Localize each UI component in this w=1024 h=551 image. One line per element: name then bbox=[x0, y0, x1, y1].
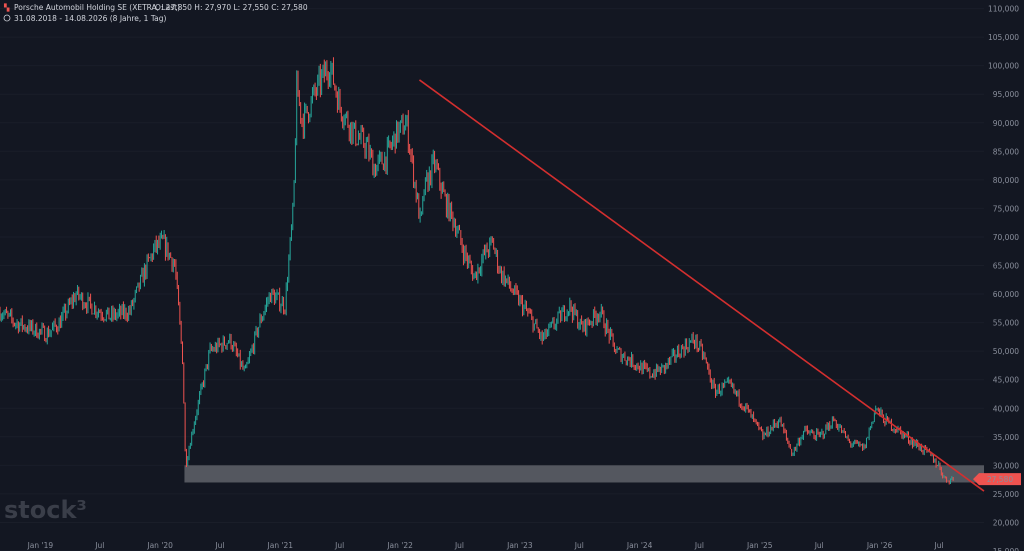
y-tick-label: 105,000 bbox=[988, 33, 1019, 42]
y-tick-label: 15,000 bbox=[993, 547, 1019, 551]
y-tick-label: 50,000 bbox=[993, 347, 1019, 356]
y-tick-label: 110,000 bbox=[988, 5, 1019, 14]
y-tick-label: 20,000 bbox=[993, 518, 1019, 527]
y-tick-label: 85,000 bbox=[993, 147, 1019, 156]
x-tick-label: Jan '26 bbox=[866, 541, 893, 550]
x-tick-label: Jul bbox=[334, 541, 344, 550]
y-tick-label: 80,000 bbox=[993, 176, 1019, 185]
x-tick-label: Jul bbox=[934, 541, 944, 550]
x-axis: Jan '19 Jul Jan '20 Jul Jan '21 Jul Jan '22 Jul… bbox=[27, 541, 944, 550]
trendline-layer bbox=[418, 79, 985, 492]
watermark-logo: stock³ bbox=[4, 496, 87, 524]
y-tick-label: 35,000 bbox=[993, 433, 1019, 442]
y-tick-label: 25,000 bbox=[993, 490, 1019, 499]
y-tick-label: 30,000 bbox=[993, 461, 1019, 470]
x-tick-label: Jan '25 bbox=[746, 541, 773, 550]
date-range: 31.08.2018 - 14.08.2026 (8 Jahre, 1 Tag) bbox=[14, 14, 167, 23]
instrument-name: Porsche Automobil Holding SE (XETRA, Las… bbox=[14, 3, 180, 12]
y-tick-label: 90,000 bbox=[993, 119, 1019, 128]
x-tick-label: Jul bbox=[814, 541, 824, 550]
x-tick-label: Jan '19 bbox=[27, 541, 54, 550]
x-tick-label: Jan '20 bbox=[146, 541, 173, 550]
y-tick-label: 100,000 bbox=[988, 62, 1019, 71]
y-tick-label: 45,000 bbox=[993, 376, 1019, 385]
last-price-badge: 27,580 bbox=[973, 473, 1021, 486]
y-tick-label: 55,000 bbox=[993, 319, 1019, 328]
clock-icon bbox=[3, 14, 11, 22]
chart-header: ▚ Porsche Automobil Holding SE (XETRA, L… bbox=[3, 3, 308, 23]
y-tick-label: 60,000 bbox=[993, 290, 1019, 299]
x-tick-label: Jan '23 bbox=[506, 541, 533, 550]
x-tick-label: Jul bbox=[694, 541, 704, 550]
y-tick-label: 75,000 bbox=[993, 204, 1019, 213]
x-tick-label: Jul bbox=[574, 541, 584, 550]
last-price-marker bbox=[973, 473, 1021, 486]
x-tick-label: Jan '22 bbox=[386, 541, 413, 550]
price-series-layer bbox=[0, 57, 954, 485]
x-tick-label: Jul bbox=[94, 541, 104, 550]
y-axis: 15,000 20,000 25,000 30,000 35,000 40,000 45,0… bbox=[988, 5, 1019, 551]
x-tick-label: Jan '21 bbox=[267, 541, 294, 550]
ohlc-values: O: 27,850 H: 27,970 L: 27,550 C: 27,580 bbox=[155, 3, 308, 12]
x-tick-label: Jul bbox=[454, 541, 464, 550]
last-price-label: 27,580 bbox=[987, 475, 1013, 484]
y-tick-label: 95,000 bbox=[993, 90, 1019, 99]
y-tick-label: 65,000 bbox=[993, 262, 1019, 271]
x-tick-label: Jul bbox=[214, 541, 224, 550]
y-tick-label: 40,000 bbox=[993, 404, 1019, 413]
brand-icon: ▚ bbox=[3, 3, 10, 12]
x-tick-label: Jan '24 bbox=[626, 541, 653, 550]
y-tick-label: 70,000 bbox=[993, 233, 1019, 242]
support-zone-layer bbox=[184, 465, 984, 483]
resistance-trendline bbox=[418, 79, 985, 492]
support-zone bbox=[184, 465, 984, 483]
